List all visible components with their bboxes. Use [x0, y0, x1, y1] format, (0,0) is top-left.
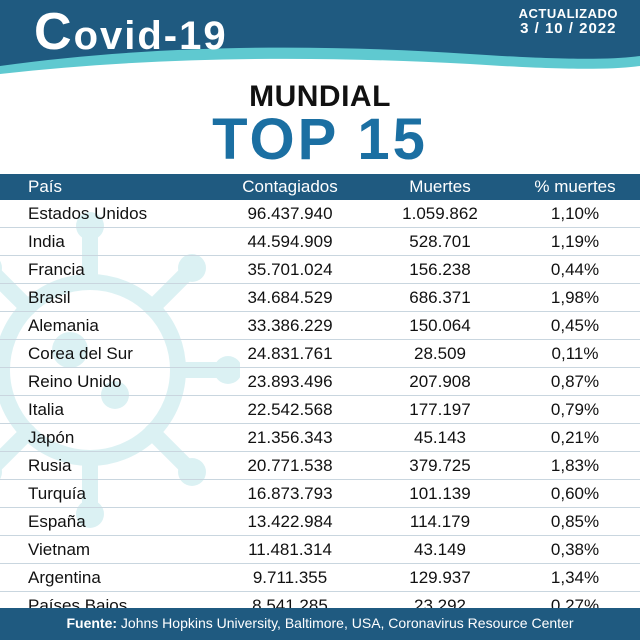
- death-rate-cell: 1,10%: [510, 200, 640, 228]
- table-row: Estados Unidos 96.437.940 1.059.862 1,10%: [0, 200, 640, 228]
- deaths-cell: 379.725: [370, 451, 510, 480]
- table-row: Reino Unido 23.893.496 207.908 0,87%: [0, 367, 640, 396]
- country-cell: España: [0, 507, 210, 536]
- cases-cell: 9.711.355: [210, 563, 370, 592]
- updated-label: ACTUALIZADO: [518, 6, 618, 21]
- cases-cell: 22.542.568: [210, 395, 370, 424]
- death-rate-cell: 0,60%: [510, 479, 640, 508]
- deaths-cell: 114.179: [370, 507, 510, 536]
- cases-cell: 33.386.229: [210, 311, 370, 340]
- cases-cell: 24.831.761: [210, 339, 370, 368]
- wave-decoration: [0, 47, 640, 80]
- table-row: Vietnam 11.481.314 43.149 0,38%: [0, 535, 640, 564]
- death-rate-cell: 0,85%: [510, 507, 640, 536]
- death-rate-cell: 0,45%: [510, 311, 640, 340]
- death-rate-cell: 0,87%: [510, 367, 640, 396]
- table-header-row: País Contagiados Muertes % muertes: [0, 174, 640, 200]
- death-rate-cell: 0,79%: [510, 395, 640, 424]
- deaths-cell: 528.701: [370, 227, 510, 256]
- country-cell: Reino Unido: [0, 367, 210, 396]
- country-cell: Francia: [0, 255, 210, 284]
- cases-cell: 44.594.909: [210, 227, 370, 256]
- cases-cell: 13.422.984: [210, 507, 370, 536]
- table-row: India 44.594.909 528.701 1,19%: [0, 227, 640, 256]
- table-row: Alemania 33.386.229 150.064 0,45%: [0, 311, 640, 340]
- page-title: TOP 15: [212, 107, 428, 172]
- country-cell: Vietnam: [0, 535, 210, 564]
- country-cell: Rusia: [0, 451, 210, 480]
- table-row: Italia 22.542.568 177.197 0,79%: [0, 395, 640, 424]
- cases-cell: 11.481.314: [210, 535, 370, 564]
- country-cell: India: [0, 227, 210, 256]
- table-row: Rusia 20.771.538 379.725 1,83%: [0, 451, 640, 480]
- logo-initial: C: [34, 3, 74, 61]
- table-row: Turquía 16.873.793 101.139 0,60%: [0, 479, 640, 508]
- death-rate-cell: 0,44%: [510, 255, 640, 284]
- cases-cell: 16.873.793: [210, 479, 370, 508]
- death-rate-cell: 1,83%: [510, 451, 640, 480]
- cases-cell: 96.437.940: [210, 200, 370, 228]
- table-row: Corea del Sur 24.831.761 28.509 0,11%: [0, 339, 640, 368]
- deaths-cell: 129.937: [370, 563, 510, 592]
- death-rate-cell: 1,19%: [510, 227, 640, 256]
- deaths-cell: 43.149: [370, 535, 510, 564]
- cases-cell: 34.684.529: [210, 283, 370, 312]
- death-rate-cell: 0,21%: [510, 423, 640, 452]
- column-header-cases: Contagiados: [242, 177, 338, 196]
- table-row: Argentina 9.711.355 129.937 1,34%: [0, 563, 640, 592]
- country-cell: Italia: [0, 395, 210, 424]
- country-cell: Argentina: [0, 563, 210, 592]
- table-row: Francia 35.701.024 156.238 0,44%: [0, 255, 640, 284]
- table-row: Japón 21.356.343 45.143 0,21%: [0, 423, 640, 452]
- death-rate-cell: 1,98%: [510, 283, 640, 312]
- deaths-cell: 177.197: [370, 395, 510, 424]
- header-banner: Covid-19 ACTUALIZADO 3 / 10 / 2022: [0, 0, 640, 80]
- deaths-cell: 28.509: [370, 339, 510, 368]
- table-row: Brasil 34.684.529 686.371 1,98%: [0, 283, 640, 312]
- covid-table: País Contagiados Muertes % muertes Estad…: [0, 174, 640, 620]
- deaths-cell: 101.139: [370, 479, 510, 508]
- logo-covid-19: Covid-19: [34, 4, 228, 64]
- cases-cell: 23.893.496: [210, 367, 370, 396]
- deaths-cell: 1.059.862: [370, 200, 510, 228]
- subtitle: MUNDIAL: [249, 80, 391, 113]
- deaths-cell: 45.143: [370, 423, 510, 452]
- source-label: Fuente:: [66, 615, 118, 631]
- deaths-cell: 156.238: [370, 255, 510, 284]
- cases-cell: 35.701.024: [210, 255, 370, 284]
- country-cell: Turquía: [0, 479, 210, 508]
- country-cell: Japón: [0, 423, 210, 452]
- table-row: España 13.422.984 114.179 0,85%: [0, 507, 640, 536]
- source-footer: Fuente: Johns Hopkins University, Baltim…: [0, 608, 640, 640]
- logo-rest: ovid-19: [73, 14, 228, 58]
- updated-date: 3 / 10 / 2022: [520, 20, 617, 37]
- country-cell: Alemania: [0, 311, 210, 340]
- deaths-cell: 686.371: [370, 283, 510, 312]
- death-rate-cell: 0,38%: [510, 535, 640, 564]
- column-header-country: País: [28, 177, 63, 196]
- country-cell: Corea del Sur: [0, 339, 210, 368]
- column-header-death-rate: % muertes: [534, 177, 616, 196]
- death-rate-cell: 1,34%: [510, 563, 640, 592]
- country-cell: Brasil: [0, 283, 210, 312]
- column-header-deaths: Muertes: [409, 177, 471, 196]
- cases-cell: 21.356.343: [210, 423, 370, 452]
- source-text: Johns Hopkins University, Baltimore, USA…: [120, 615, 574, 631]
- death-rate-cell: 0,11%: [510, 339, 640, 368]
- cases-cell: 20.771.538: [210, 451, 370, 480]
- deaths-cell: 150.064: [370, 311, 510, 340]
- deaths-cell: 207.908: [370, 367, 510, 396]
- update-stamp: ACTUALIZADO 3 / 10 / 2022: [519, 6, 618, 36]
- country-cell: Estados Unidos: [0, 200, 210, 228]
